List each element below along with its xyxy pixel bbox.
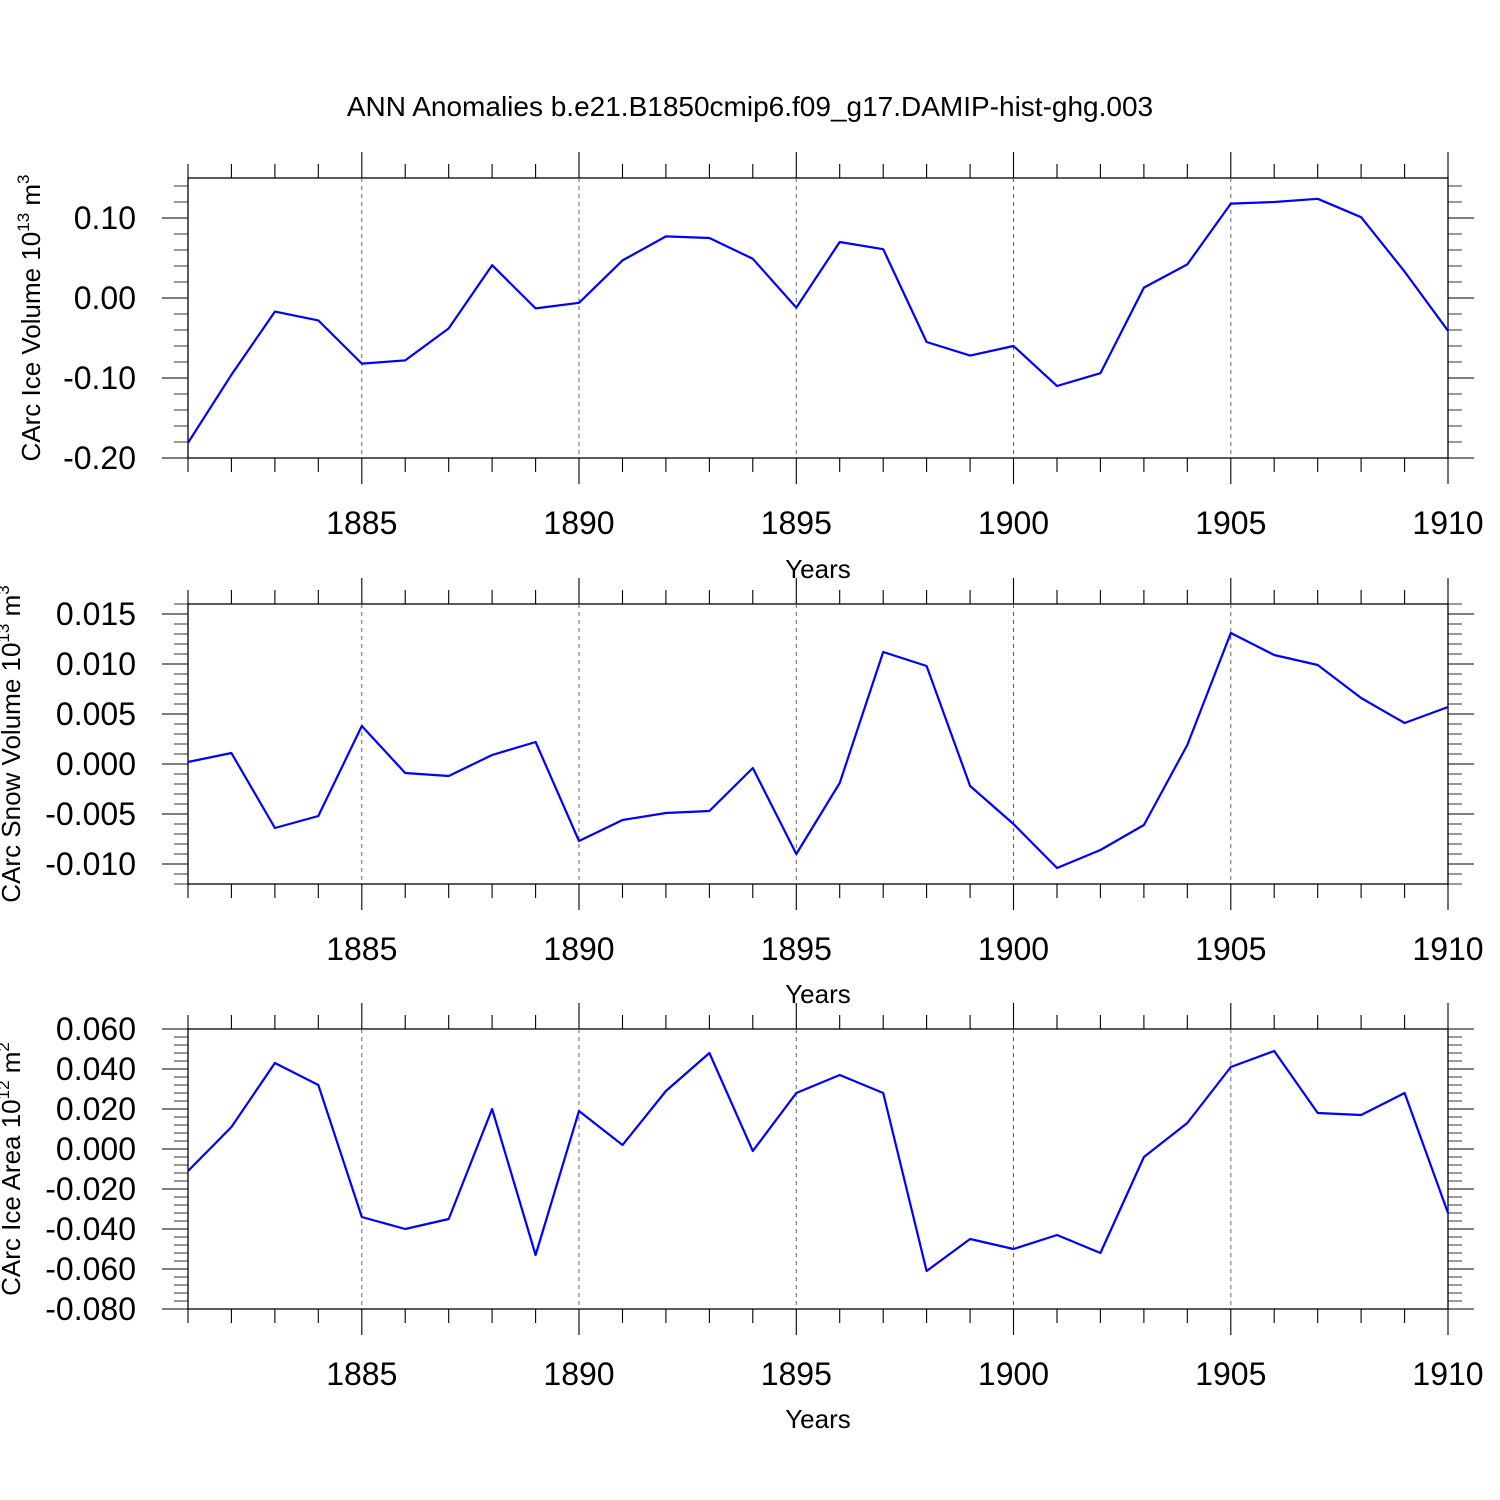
y-tick-label: 0.000: [56, 1131, 136, 1167]
y-tick-label: 0.020: [56, 1091, 136, 1127]
plot-frame: [187, 1028, 1449, 1310]
y-axis-title: CArc Ice Area 1012 m2: [0, 1042, 26, 1296]
y-tick-label: -0.20: [63, 440, 136, 476]
x-tick-label: 1890: [543, 1356, 614, 1392]
x-tick-label: 1895: [761, 931, 832, 967]
series-line: [187, 1049, 1450, 1273]
y-tick-label: -0.010: [45, 846, 136, 882]
series-line: [187, 197, 1449, 444]
y-tick-label: 0.000: [56, 746, 136, 782]
x-tick-label: 1910: [1412, 931, 1483, 967]
x-tick-label: 1910: [1412, 1356, 1483, 1392]
y-tick-label: 0.010: [56, 646, 136, 682]
x-tick-label: 1900: [978, 1356, 1049, 1392]
x-tick-label: 1905: [1195, 931, 1266, 967]
x-tick-label: 1885: [326, 505, 397, 541]
panel-snow-volume: 1885 1890 1895 1900 1905 1910 -0.010 -0.005 0.0…: [0, 578, 1484, 1009]
y-tick-label: -0.005: [45, 796, 136, 832]
y-tick-label: 0.005: [56, 696, 136, 732]
chart-title: ANN Anomalies b.e21.B1850cmip6.f09_g17.D…: [347, 91, 1153, 122]
panel-ice-area: 1885 1890 1895 1900 1905 1910 -0.080 -0.060 -0.…: [0, 1003, 1484, 1434]
y-tick-label: -0.080: [45, 1291, 136, 1327]
x-tick-label: 1895: [761, 1356, 832, 1392]
y-tick-label: 0.10: [74, 200, 136, 236]
y-tick-label: -0.10: [63, 360, 136, 396]
panel-ice-volume: 1885 1890 1895 1900 1905 1910 -0.20 -0.10 0.00 0…: [14, 152, 1484, 584]
series-line: [187, 631, 1449, 870]
x-tick-label: 1905: [1195, 1356, 1266, 1392]
y-tick-label: -0.060: [45, 1251, 136, 1287]
y-tick-label: 0.015: [56, 596, 136, 632]
x-tick-label: 1890: [543, 931, 614, 967]
x-tick-label: 1895: [761, 505, 832, 541]
x-tick-label: 1900: [978, 931, 1049, 967]
y-tick-label: -0.020: [45, 1171, 136, 1207]
y-tick-label: -0.040: [45, 1211, 136, 1247]
x-tick-label: 1890: [543, 505, 614, 541]
y-tick-label: 0.040: [56, 1051, 136, 1087]
y-axis-title: CArc Ice Volume 1013 m3: [14, 174, 46, 461]
x-axis-title: Years: [785, 1404, 851, 1434]
y-tick-label: 0.060: [56, 1011, 136, 1047]
y-axis-title: CArc Snow Volume 1013 m3: [0, 585, 26, 902]
x-tick-label: 1900: [978, 505, 1049, 541]
y-tick-label: 0.00: [74, 280, 136, 316]
x-tick-label: 1905: [1195, 505, 1266, 541]
x-axis-title: Years: [785, 554, 851, 584]
x-tick-label: 1910: [1412, 505, 1483, 541]
x-tick-label: 1885: [326, 931, 397, 967]
plot-frame: [187, 177, 1449, 459]
x-tick-label: 1885: [326, 1356, 397, 1392]
x-axis-title: Years: [785, 979, 851, 1009]
